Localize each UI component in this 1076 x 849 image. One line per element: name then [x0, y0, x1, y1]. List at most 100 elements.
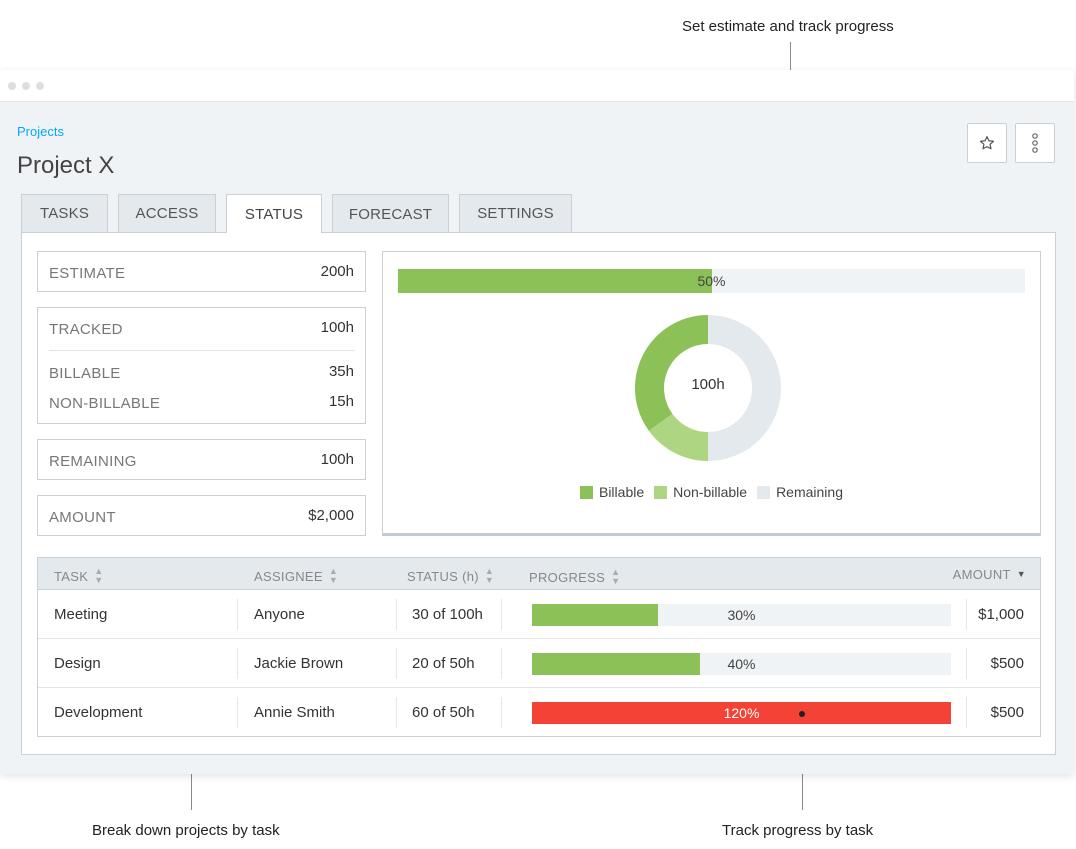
cell-status: 20 of 50h	[412, 655, 475, 672]
legend-item-non-billable: Non-billable	[654, 484, 747, 500]
table-header: TASK ▲ ▼ ASSIGNEE ▲ ▼ STATUS (h) ▲ ▼ PROGRE…	[38, 558, 1040, 590]
table-row[interactable]: Design Jackie Brown 20 of 50h 40% $500	[38, 639, 1040, 688]
estimate-value: 200h	[320, 263, 354, 280]
app-window: Projects Project X TASKS ACCESS STATUS F…	[0, 70, 1074, 774]
donut-center-label: 100h	[691, 376, 725, 393]
legend-swatch	[579, 485, 593, 499]
page-title: Project X	[17, 152, 115, 179]
callout-top: Set estimate and track progress	[682, 18, 894, 35]
task-progress-bar: 40%	[532, 653, 951, 675]
table-row[interactable]: Meeting Anyone 30 of 100h 30% $1,000	[38, 590, 1040, 639]
column-header-progress[interactable]: PROGRESS ▲ ▼	[529, 568, 620, 586]
task-progress-fill	[532, 653, 700, 675]
non-billable-value: 15h	[328, 393, 354, 410]
amount-label: AMOUNT	[49, 509, 116, 526]
breadcrumb-projects[interactable]: Projects	[17, 124, 64, 139]
sort-icon: ▲ ▼	[484, 566, 495, 585]
cell-task: Meeting	[54, 606, 108, 623]
more-options-button[interactable]	[1015, 123, 1055, 163]
column-header-label: ASSIGNEE	[254, 568, 323, 584]
non-billable-label: NON-BILLABLE	[49, 395, 161, 412]
legend-swatch	[654, 485, 668, 499]
task-progress-fill	[532, 604, 658, 626]
divider	[501, 648, 502, 679]
callout-bottom-right-dot	[799, 711, 805, 717]
divider	[396, 648, 397, 679]
status-chart-card: 50% 100h Billable Non-billable Remaining	[382, 251, 1041, 536]
column-header-label: TASK	[54, 568, 89, 584]
callout-bottom-right: Track progress by task	[722, 822, 874, 839]
cell-amount: $500	[990, 704, 1024, 721]
remaining-label: REMAINING	[49, 453, 137, 470]
cell-status: 60 of 50h	[412, 704, 475, 721]
donut-slice-billable	[635, 315, 708, 431]
billable-value: 35h	[328, 363, 354, 380]
sort-icon: ▲ ▼	[94, 566, 104, 585]
amount-value: $2,000	[308, 507, 354, 524]
cell-assignee: Jackie Brown	[254, 655, 344, 672]
window-control-dot[interactable]	[22, 82, 30, 90]
billable-label: BILLABLE	[49, 365, 121, 382]
cell-amount: $1,000	[978, 606, 1024, 623]
star-icon	[979, 136, 995, 150]
column-header-status[interactable]: STATUS (h) ▲ ▼	[407, 567, 494, 585]
table-row[interactable]: Development Annie Smith 60 of 50h 120% $…	[38, 688, 1040, 737]
tab-status[interactable]: STATUS	[226, 194, 322, 233]
column-header-label: AMOUNT	[952, 567, 1011, 582]
divider	[49, 350, 354, 351]
divider	[237, 599, 238, 630]
task-progress-label: 40%	[727, 656, 756, 672]
divider	[966, 697, 967, 728]
time-breakdown-donut	[635, 315, 781, 461]
donut-slice-remaining	[708, 315, 781, 461]
window-control-dot[interactable]	[36, 82, 44, 90]
task-progress-label: 120%	[723, 705, 760, 721]
divider	[501, 697, 502, 728]
column-header-amount[interactable]: AMOUNT ▼	[953, 567, 1026, 582]
chart-legend: Billable Non-billable Remaining	[383, 484, 1040, 500]
tracked-card: TRACKED 100h BILLABLE 35h NON-BILLABLE 1…	[37, 307, 366, 424]
tab-tasks[interactable]: TASKS	[21, 194, 108, 232]
task-progress-label: 30%	[727, 607, 756, 623]
kebab-menu-icon	[1032, 133, 1038, 153]
cell-assignee: Annie Smith	[254, 704, 335, 721]
divider	[396, 599, 397, 630]
task-progress-bar: 30%	[532, 604, 951, 626]
status-panel: ESTIMATE 200h TRACKED 100h BILLABLE 35h …	[21, 232, 1056, 755]
tab-forecast[interactable]: FORECAST	[332, 194, 449, 232]
divider	[237, 697, 238, 728]
callout-bottom-left: Break down projects by task	[92, 822, 280, 839]
tab-access[interactable]: ACCESS	[118, 194, 216, 232]
divider	[237, 648, 238, 679]
cell-assignee: Anyone	[254, 606, 305, 623]
sort-desc-icon: ▼	[1016, 569, 1026, 579]
task-table: TASK ▲ ▼ ASSIGNEE ▲ ▼ STATUS (h) ▲ ▼ PROGRE…	[37, 557, 1041, 737]
window-titlebar	[0, 70, 1074, 102]
divider	[966, 648, 967, 679]
column-header-task[interactable]: TASK ▲ ▼	[54, 567, 103, 585]
donut-slice-non-billable	[648, 413, 708, 461]
remaining-card: REMAINING 100h	[37, 439, 366, 480]
cell-status: 30 of 100h	[412, 606, 483, 623]
task-progress-fill	[532, 702, 951, 724]
cell-task: Development	[54, 704, 143, 721]
overall-progress-fill	[398, 269, 712, 293]
legend-label: Billable	[598, 484, 645, 500]
estimate-card: ESTIMATE 200h	[37, 251, 366, 292]
overall-progress-bar: 50%	[398, 269, 1025, 293]
column-header-label: STATUS (h)	[407, 568, 479, 584]
cell-task: Design	[54, 655, 101, 672]
column-header-label: PROGRESS	[529, 569, 606, 585]
legend-item-billable: Billable	[579, 484, 645, 500]
favorite-button[interactable]	[967, 123, 1007, 163]
tracked-label: TRACKED	[49, 321, 123, 338]
window-control-dot[interactable]	[8, 82, 16, 90]
legend-item-remaining: Remaining	[757, 484, 843, 500]
estimate-label: ESTIMATE	[49, 265, 126, 282]
sort-icon: ▲ ▼	[611, 567, 621, 586]
legend-label: Remaining	[776, 484, 843, 500]
tab-settings[interactable]: SETTINGS	[459, 194, 572, 232]
remaining-value: 100h	[320, 451, 354, 468]
column-header-assignee[interactable]: ASSIGNEE ▲ ▼	[254, 567, 338, 585]
sort-icon: ▲ ▼	[328, 566, 339, 585]
